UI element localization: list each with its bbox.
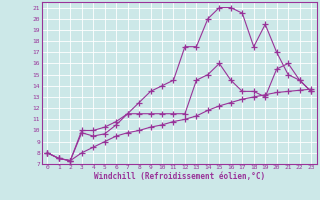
X-axis label: Windchill (Refroidissement éolien,°C): Windchill (Refroidissement éolien,°C) <box>94 172 265 181</box>
